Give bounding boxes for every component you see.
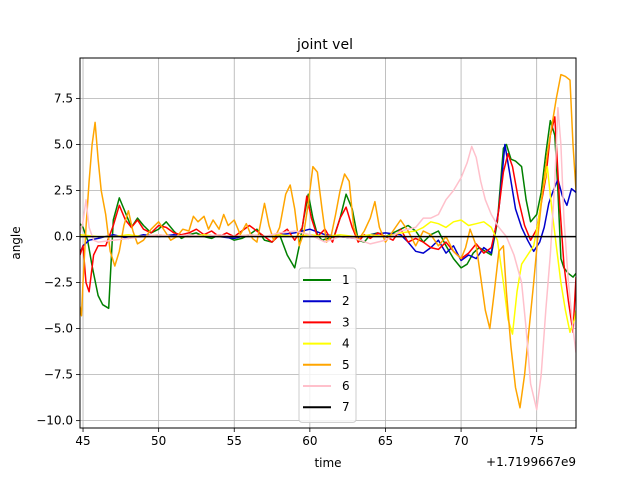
y-tick-label: −7.5 bbox=[44, 368, 73, 382]
legend: 1 2 3 4 5 6 7 bbox=[298, 267, 357, 423]
legend-label: 2 bbox=[342, 294, 350, 308]
series-lines bbox=[80, 73, 576, 411]
y-tick-label: 2.5 bbox=[54, 184, 73, 198]
x-tick-label: 70 bbox=[453, 434, 468, 448]
y-tick-label: −2.5 bbox=[44, 276, 73, 290]
plot-frame bbox=[79, 57, 577, 429]
x-tick-label: 75 bbox=[529, 434, 544, 448]
y-tick-label: 5.0 bbox=[54, 138, 73, 152]
x-axis: 45 50 55 60 65 70 75 bbox=[75, 428, 544, 448]
series-line-6 bbox=[80, 106, 576, 411]
y-tick-label: −5.0 bbox=[44, 322, 73, 336]
legend-label: 4 bbox=[342, 337, 350, 351]
chart-title: joint vel bbox=[296, 37, 353, 53]
legend-label: 6 bbox=[342, 379, 350, 393]
legend-label: 1 bbox=[342, 273, 350, 287]
x-tick-label: 50 bbox=[151, 434, 166, 448]
y-tick-label: −10.0 bbox=[36, 414, 73, 428]
x-axis-label: time bbox=[314, 456, 341, 470]
series-line-5 bbox=[80, 73, 576, 409]
y-tick-label: 7.5 bbox=[54, 91, 73, 105]
x-tick-label: 65 bbox=[378, 434, 393, 448]
x-offset-label: +1.7199667e9 bbox=[486, 455, 576, 469]
legend-label: 3 bbox=[342, 315, 350, 329]
legend-label: 5 bbox=[342, 358, 350, 372]
x-tick-label: 55 bbox=[227, 434, 242, 448]
x-tick-label: 60 bbox=[302, 434, 317, 448]
y-axis-label: angle bbox=[9, 226, 23, 259]
x-tick-label: 45 bbox=[75, 434, 90, 448]
y-tick-label: 0.0 bbox=[54, 230, 73, 244]
legend-label: 7 bbox=[342, 400, 350, 414]
legend-box bbox=[298, 267, 357, 423]
y-axis: −10.0 −7.5 −5.0 −2.5 0.0 2.5 5.0 7.5 bbox=[36, 91, 80, 428]
